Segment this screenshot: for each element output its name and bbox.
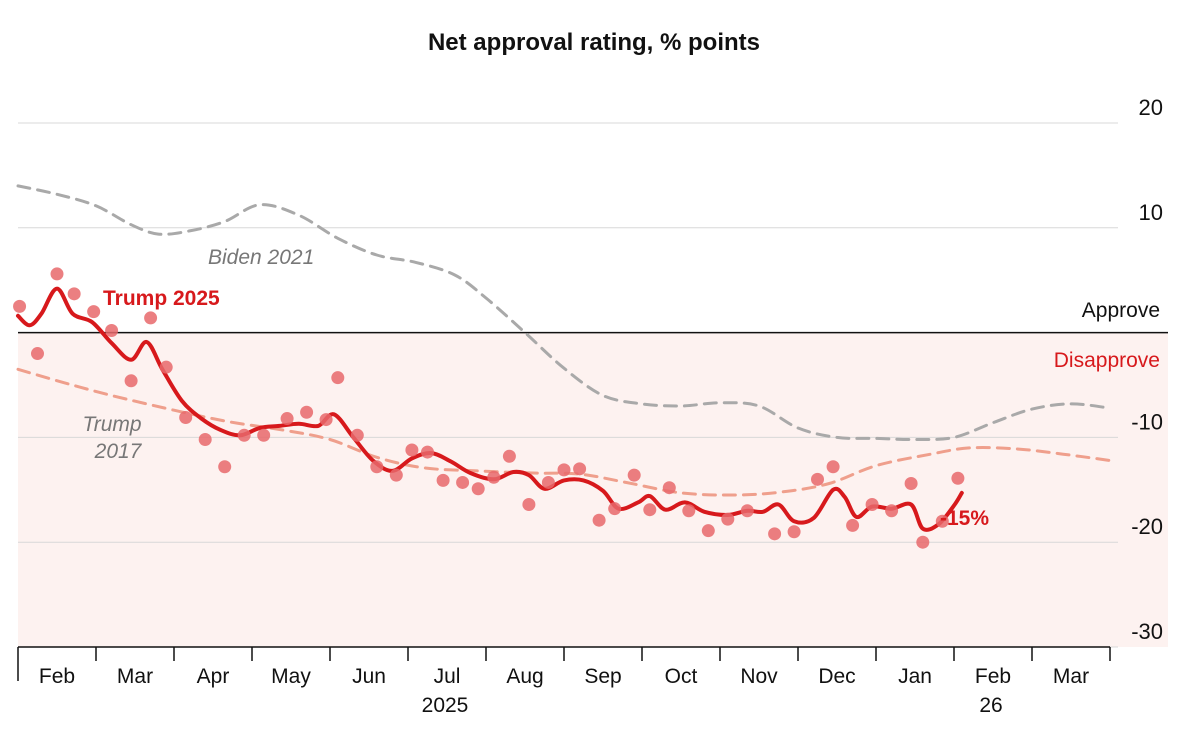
- poll-dot: [826, 460, 840, 474]
- poll-dot: [105, 324, 119, 338]
- x-tick-label: Jun: [352, 665, 386, 688]
- poll-dot: [350, 428, 364, 442]
- poll-dot: [951, 471, 965, 485]
- x-tick-label: Feb: [39, 665, 75, 688]
- x-tick-label: Apr: [197, 665, 230, 688]
- poll-dot: [300, 405, 314, 419]
- poll-dot: [721, 512, 735, 526]
- x-tick-label: Aug: [506, 665, 543, 688]
- poll-dot: [280, 412, 294, 426]
- poll-dot: [198, 432, 212, 446]
- disapprove-region: [18, 332, 1168, 647]
- poll-dot: [608, 502, 622, 516]
- poll-dot: [487, 470, 501, 484]
- biden-2021-line: [16, 184, 1112, 442]
- poll-dot: [124, 374, 138, 388]
- poll-dot: [592, 513, 606, 527]
- poll-dot: [811, 472, 824, 486]
- poll-dot: [405, 443, 419, 457]
- poll-dot: [701, 524, 715, 538]
- poll-dot: [557, 463, 571, 477]
- poll-dot: [865, 497, 879, 511]
- poll-dot: [627, 468, 641, 482]
- x-tick-label: Jan: [898, 665, 932, 688]
- trump-2017-line: [16, 367, 1112, 497]
- poll-dot: [573, 462, 587, 476]
- poll-dot: [144, 311, 158, 325]
- poll-dot: [370, 460, 384, 474]
- poll-dot: [682, 504, 696, 518]
- x-tick-label: Sep: [584, 665, 621, 688]
- y-tick-label: 10: [1139, 200, 1163, 225]
- approve-label: Approve: [1082, 299, 1160, 322]
- poll-dot: [50, 267, 64, 281]
- poll-dot: [662, 481, 676, 495]
- poll-dots: [13, 267, 965, 549]
- poll-dot: [935, 514, 949, 528]
- poll-dot: [522, 497, 536, 511]
- chart-title: Net approval rating, % points: [428, 29, 760, 56]
- poll-dot: [87, 305, 101, 319]
- x-tick-label: Mar: [1053, 665, 1089, 688]
- x-tick-label: Mar: [117, 665, 153, 688]
- poll-dot: [456, 475, 470, 489]
- poll-dot: [643, 503, 657, 517]
- x-tick-label: Dec: [818, 665, 855, 688]
- x-axis: Feb Mar Apr May Jun Jul Aug Sep Oct Nov Dec Jan Feb M…: [17, 646, 1111, 717]
- poll-dot: [471, 482, 485, 496]
- poll-dot: [13, 299, 27, 313]
- trump-2017-label-line2: 2017: [94, 440, 143, 463]
- y-tick-label: -20: [1131, 514, 1163, 539]
- poll-dot: [502, 449, 516, 463]
- x-tick-label: Nov: [740, 665, 778, 688]
- poll-dot: [159, 360, 173, 374]
- disapprove-label: Disapprove: [1054, 349, 1160, 372]
- poll-dot: [319, 413, 333, 427]
- year-label: 26: [979, 694, 1002, 717]
- trump-2017-label-line1: Trump: [82, 413, 141, 436]
- poll-dot: [331, 371, 345, 385]
- poll-dot: [787, 525, 801, 539]
- year-label: 2025: [422, 694, 469, 717]
- poll-dot: [421, 445, 434, 459]
- biden-2021-label: Biden 2021: [208, 246, 314, 269]
- trump-2025-label: Trump 2025: [103, 287, 220, 310]
- poll-dot: [740, 504, 754, 518]
- poll-dot: [218, 460, 232, 474]
- x-tick-label: Feb: [975, 665, 1011, 688]
- x-tick-label: May: [271, 665, 311, 688]
- y-tick-label: -10: [1131, 409, 1163, 434]
- x-tick-label: Oct: [665, 665, 698, 688]
- poll-dot: [179, 410, 193, 424]
- poll-dot: [436, 473, 450, 487]
- x-tick-label: Jul: [434, 665, 461, 688]
- trump-2025-end-value: -15%: [940, 507, 989, 530]
- y-tick-label: -30: [1131, 619, 1163, 644]
- poll-dot: [257, 428, 271, 442]
- y-tick-label: 20: [1139, 95, 1163, 120]
- poll-dot: [885, 504, 899, 518]
- poll-dot: [389, 468, 403, 482]
- poll-dot: [541, 475, 555, 489]
- poll-dot: [31, 347, 44, 361]
- poll-dot: [67, 287, 81, 301]
- poll-dot: [846, 518, 860, 532]
- poll-dot: [237, 428, 251, 442]
- poll-dot: [904, 477, 918, 491]
- poll-dot: [916, 535, 930, 549]
- poll-dot: [768, 527, 782, 541]
